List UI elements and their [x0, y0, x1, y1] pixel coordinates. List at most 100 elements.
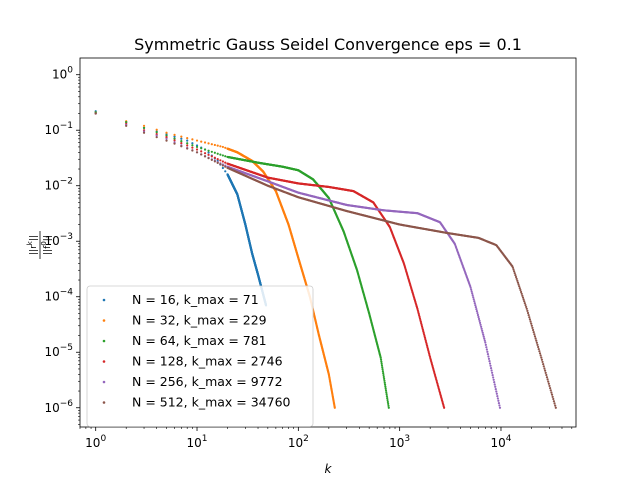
data-point	[155, 136, 158, 139]
data-point	[484, 341, 487, 344]
data-point	[221, 164, 224, 167]
data-point	[474, 304, 477, 307]
data-point	[476, 313, 480, 317]
data-point	[380, 360, 383, 363]
data-point	[207, 142, 210, 145]
data-point	[484, 343, 487, 346]
data-point	[180, 140, 183, 143]
data-point	[475, 309, 479, 313]
data-point	[142, 131, 146, 134]
data-point	[482, 333, 485, 336]
data-point	[495, 392, 498, 395]
data-point	[195, 148, 199, 151]
data-point	[527, 314, 530, 317]
data-point	[515, 277, 518, 280]
data-point	[538, 352, 542, 355]
data-point	[554, 404, 557, 407]
legend-label: N = 16, k_max = 71	[132, 292, 259, 307]
data-point	[487, 355, 490, 358]
data-point	[180, 145, 183, 148]
data-point	[531, 326, 534, 329]
data-point	[216, 144, 219, 147]
data-point	[210, 150, 213, 153]
data-point	[545, 376, 549, 379]
data-point	[532, 331, 535, 334]
data-point	[474, 306, 477, 309]
data-point	[381, 370, 384, 373]
data-point	[494, 388, 497, 391]
data-point	[537, 345, 540, 349]
data-point	[191, 142, 194, 145]
data-point	[385, 391, 388, 394]
data-point	[485, 346, 488, 349]
legend-marker	[102, 298, 106, 302]
data-point	[386, 400, 389, 404]
data-point	[383, 383, 387, 386]
data-point	[520, 292, 523, 295]
data-point	[481, 331, 484, 334]
data-point	[200, 140, 203, 143]
data-point	[512, 268, 515, 271]
data-point	[383, 379, 386, 382]
axes-layer: 100 101 102 103 104 10−6 10−5 10−4 10−3 10−2 10−1 1…	[44, 57, 577, 450]
data-point	[221, 166, 224, 170]
data-point	[521, 296, 525, 299]
y-tick-label: 10−4	[44, 288, 73, 304]
data-point	[496, 397, 499, 400]
data-point	[542, 363, 545, 366]
data-point	[173, 133, 176, 136]
data-point	[492, 376, 495, 379]
data-point	[125, 121, 128, 124]
data-point	[480, 325, 483, 328]
data-point	[387, 402, 390, 405]
data-point	[548, 384, 551, 388]
data-point	[383, 377, 386, 380]
data-point	[478, 319, 481, 322]
data-point	[384, 385, 387, 388]
data-point	[200, 150, 203, 153]
legend-box	[86, 285, 314, 427]
data-point	[224, 161, 227, 164]
data-point	[519, 290, 523, 294]
data-point	[518, 287, 521, 290]
data-point	[511, 266, 514, 269]
data-point	[210, 158, 213, 161]
data-point	[535, 341, 538, 344]
data-point	[540, 356, 543, 359]
data-point	[473, 302, 476, 305]
data-point	[195, 151, 199, 154]
data-point	[523, 300, 526, 303]
data-point	[387, 404, 390, 407]
data-point	[210, 143, 213, 146]
data-point	[489, 367, 493, 370]
data-point	[155, 134, 158, 137]
data-point	[200, 147, 203, 150]
y-tick-label: 100	[52, 66, 73, 82]
data-point	[443, 406, 446, 409]
data-point	[543, 369, 547, 372]
x-axis-label: k	[325, 462, 333, 476]
legend-marker	[102, 401, 106, 404]
svg-text:||rk||: ||rk||	[26, 235, 39, 255]
data-point	[470, 290, 473, 293]
data-point	[547, 382, 550, 385]
y-tick-label: 10−6	[44, 399, 73, 415]
data-point	[191, 149, 194, 152]
data-point	[526, 309, 529, 312]
data-point	[165, 131, 168, 134]
data-point	[186, 137, 189, 140]
legend-label: N = 256, k_max = 9772	[132, 374, 283, 389]
data-point	[477, 317, 481, 321]
data-point	[539, 354, 542, 357]
data-point	[191, 138, 194, 141]
data-point	[216, 152, 219, 155]
data-point	[210, 155, 213, 158]
data-point	[333, 406, 336, 409]
data-point	[550, 391, 553, 394]
legend-marker	[102, 360, 106, 363]
data-point	[535, 339, 538, 342]
y-tick-label: 10−1	[44, 121, 73, 137]
data-point	[551, 395, 554, 398]
data-point	[471, 294, 474, 297]
